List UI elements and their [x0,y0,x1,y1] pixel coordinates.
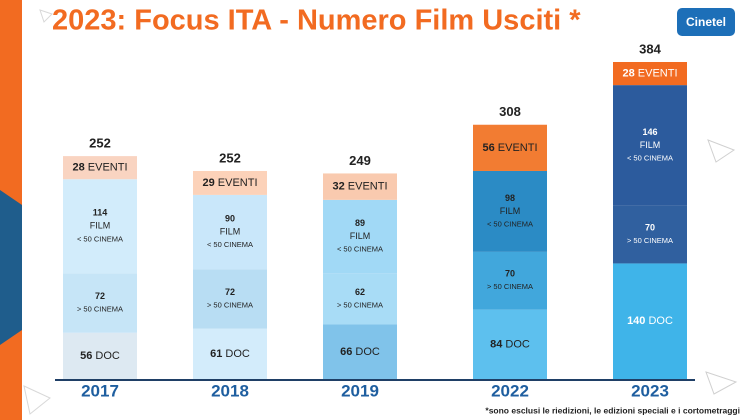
segment-name: DOC [505,338,530,350]
left-accent [0,190,22,345]
segment-label: 32 EVENTI [332,181,387,193]
segment-value: 66 [340,346,352,358]
segment-value: 90 [225,213,235,223]
segment-label: 56 EVENTI [482,142,537,154]
x-tick-label: 2018 [211,381,249,400]
segment-sublabel: FILM [500,206,521,216]
segment-name: > 50 CINEMA [207,300,253,309]
segment-label: 29 EVENTI [202,177,257,189]
segment-name: < 50 CINEMA [627,153,673,162]
segment-name: < 50 CINEMA [207,240,253,249]
segment-name: DOC [355,346,380,358]
segment-value: 84 [490,338,503,350]
segment-sublabel: FILM [350,231,371,241]
segment-value: 70 [645,222,655,232]
total-label: 249 [349,153,371,168]
segment-name: < 50 CINEMA [77,234,123,243]
segment-value: 32 [332,181,344,193]
segment-value: 146 [642,127,657,137]
bar-segment [473,309,547,379]
bar-segment [323,199,397,274]
segment-value: 56 [482,142,494,154]
logo-box [677,8,735,36]
total-label: 252 [89,136,111,151]
segment-value: 70 [505,269,515,279]
segment-name: > 50 CINEMA [627,236,673,245]
segment-name: DOC [225,348,250,360]
bar-segment [613,263,687,379]
segment-sublabel: FILM [220,226,241,236]
segment-label: 28 EVENTI [72,162,127,174]
segment-value: 62 [355,287,365,297]
decor-triangle [705,371,738,395]
bar-segment [613,85,687,206]
chart-title: 2023: Focus ITA - Numero Film Usciti * [52,5,581,37]
segment-label: 28 EVENTI [622,67,677,79]
segment-name: > 50 CINEMA [487,282,533,291]
segment-value: 56 [80,350,92,362]
bar-segment [193,328,267,379]
segment-name: < 50 CINEMA [487,219,533,228]
segment-value: 72 [225,287,235,297]
segment-label: 140 DOC [627,315,673,327]
segment-name: EVENTI [218,177,258,189]
bar-segment [63,156,137,180]
total-label: 308 [499,104,521,119]
bar-segment [193,170,267,195]
segment-value: 29 [202,177,214,189]
segment-sublabel: FILM [640,140,661,150]
decor-triangle [39,9,53,23]
bar-segment [473,251,547,310]
decor-triangle [707,139,736,163]
x-tick-label: 2023 [631,381,669,400]
segment-value: 61 [210,348,222,360]
logo: Cinetel [686,15,726,29]
segment-name: < 50 CINEMA [337,245,383,254]
segment-label: 61 DOC [210,348,250,360]
x-tick-label: 2017 [81,381,119,400]
bar-segment [63,273,137,333]
bar-segment [323,273,397,325]
segment-name: EVENTI [638,67,678,79]
x-tick-label: 2019 [341,381,379,400]
segment-value: 98 [505,193,515,203]
segment-name: DOC [95,350,120,362]
total-label: 384 [639,41,661,56]
segment-value: 72 [95,291,105,301]
total-label: 252 [219,150,241,165]
bar-segment [613,205,687,264]
segment-name: DOC [648,315,673,327]
x-tick-label: 2022 [491,381,529,400]
segment-label: 84 DOC [490,338,530,350]
bar-segment [613,62,687,86]
segment-name: EVENTI [498,142,538,154]
bar-segment [323,173,397,200]
segment-value: 89 [355,218,365,228]
bar-segment [63,332,137,379]
bar-segment [323,324,397,379]
decor-triangle [23,385,51,415]
bar-segment [473,170,547,252]
bar-segment [193,269,267,329]
segment-name: EVENTI [88,162,128,174]
segment-sublabel: FILM [90,221,111,231]
bar-segment [63,179,137,274]
segment-label: 66 DOC [340,346,380,358]
segment-name: > 50 CINEMA [337,300,383,309]
segment-value: 140 [627,315,645,327]
segment-value: 28 [622,67,634,79]
bar-segment [473,124,547,171]
segment-name: EVENTI [348,181,388,193]
segment-value: 114 [93,208,108,218]
segment-label: 56 DOC [80,350,120,362]
footnote: *sono esclusi le riedizioni, le edizioni… [485,405,740,415]
segment-name: > 50 CINEMA [77,305,123,314]
segment-value: 28 [72,162,84,174]
bar-segment [193,194,267,270]
